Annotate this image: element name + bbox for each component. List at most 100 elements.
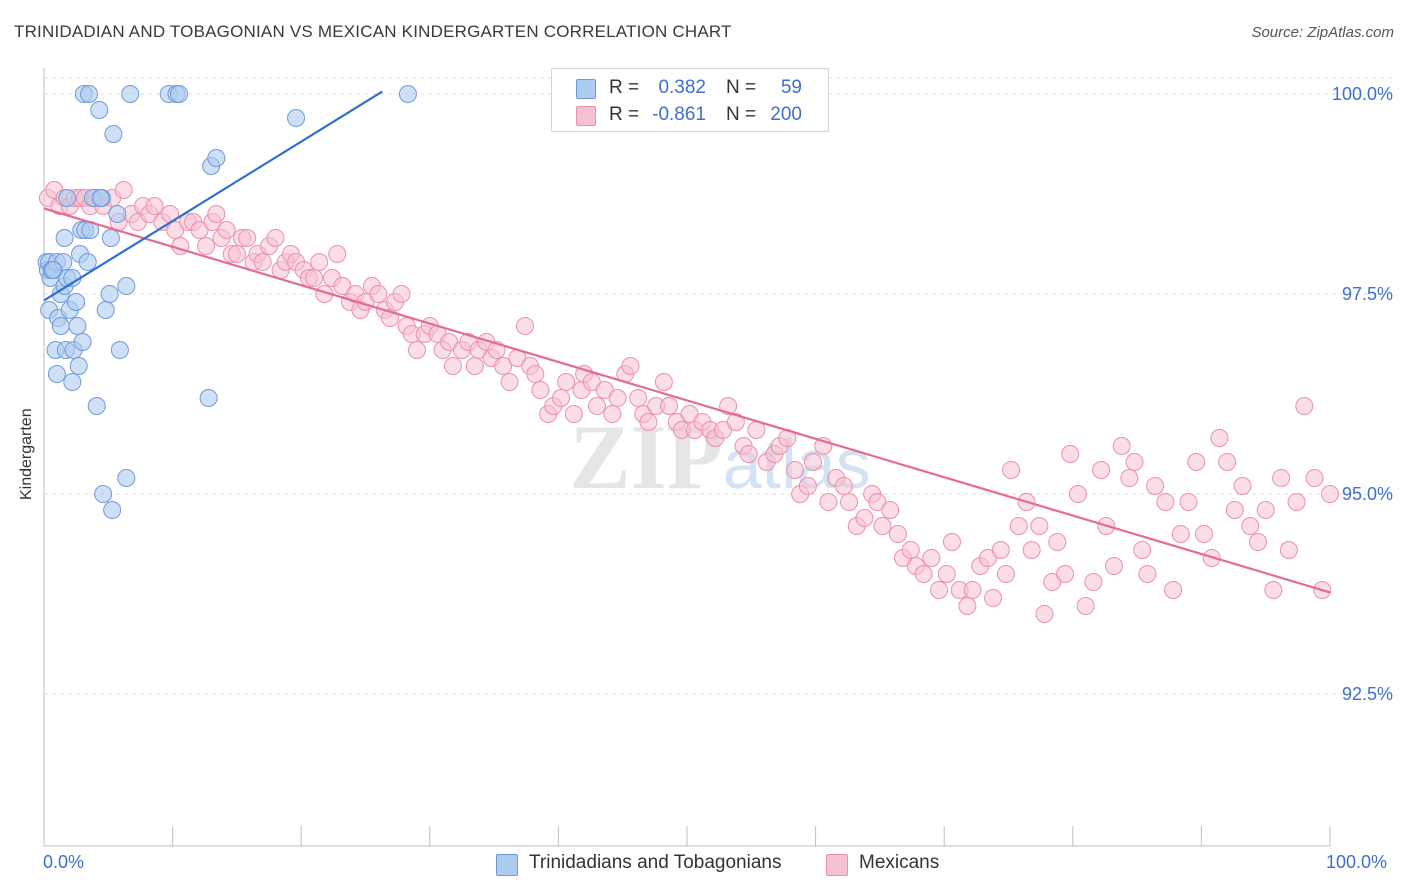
mexicans-point — [629, 389, 648, 407]
mexicans-point — [305, 269, 324, 287]
mexicans-point — [978, 549, 997, 567]
mexicans-point — [1125, 453, 1144, 471]
mexicans-point — [1241, 517, 1260, 535]
mexicans-point — [1068, 485, 1087, 503]
mexicans-point — [551, 389, 570, 407]
mexicans-point — [1056, 565, 1075, 583]
legend-n-label: N = — [726, 104, 757, 125]
trinidadians-point — [287, 109, 306, 127]
trinidadians-point — [170, 85, 189, 103]
mexicans-point — [984, 589, 1003, 607]
mexicans-point — [942, 533, 961, 551]
y-tick-label: 92.5% — [1342, 684, 1393, 704]
mexicans-point — [190, 221, 209, 239]
trinidadians-point — [44, 261, 63, 279]
x-tick-label-max: 100.0% — [1326, 852, 1388, 872]
trinidadians-trend-line — [43, 90, 383, 302]
mexicans-point — [1179, 493, 1198, 511]
legend-n-label: N = — [726, 77, 757, 98]
mexicans-point — [333, 277, 352, 295]
mexicans-point — [582, 373, 601, 391]
trinidadians-point — [117, 277, 136, 295]
legend-swatch-blue — [576, 79, 596, 99]
mexicans-point — [531, 381, 550, 399]
trinidadians-point — [51, 317, 70, 335]
y-tick-label: 100.0% — [1332, 84, 1393, 104]
mexicans-point — [1009, 517, 1028, 535]
trinidadians-point — [58, 189, 77, 207]
mexicans-point — [515, 317, 534, 335]
legend-swatch-pink — [576, 106, 596, 126]
legend-r-value: -0.861 — [652, 104, 706, 125]
mexicans-point — [819, 493, 838, 511]
legend-row-mexicans: R = -0.861 N = 200 — [552, 102, 828, 128]
trinidadians-point — [121, 85, 140, 103]
mexicans-point — [963, 581, 982, 599]
series-swatch-blue — [496, 854, 518, 876]
mexicans-point — [621, 357, 640, 375]
mexicans-point — [1264, 581, 1283, 599]
series-label: Trinidadians and Tobagonians — [529, 852, 782, 873]
mexicans-point — [369, 285, 388, 303]
trinidadians-point — [398, 85, 417, 103]
mexicans-point — [834, 477, 853, 495]
mexicans-point — [1092, 461, 1111, 479]
mexicans-point — [719, 397, 738, 415]
mexicans-point — [328, 245, 347, 263]
trinidadians-point — [94, 485, 113, 503]
x-tick-label-min: 0.0% — [43, 852, 85, 872]
source-label: Source: ZipAtlas.com — [1251, 24, 1394, 41]
mexicans-point — [798, 477, 817, 495]
y-tick-label: 97.5% — [1342, 284, 1393, 304]
mexicans-point — [1194, 525, 1213, 543]
mexicans-point — [1295, 397, 1314, 415]
mexicans-point — [145, 197, 164, 215]
mexicans-point — [443, 357, 462, 375]
mexicans-point — [1321, 485, 1339, 503]
legend-n-value: 200 — [770, 104, 802, 125]
trinidadians-point — [96, 301, 115, 319]
mexicans-point — [166, 221, 185, 239]
mexicans-point — [1112, 437, 1131, 455]
mexicans-point — [494, 357, 513, 375]
mexicans-point — [557, 373, 576, 391]
mexicans-point — [227, 245, 246, 263]
mexicans-point — [1084, 573, 1103, 591]
mexicans-point — [407, 341, 426, 359]
trinidadians-point — [207, 149, 226, 167]
mexicans-point — [659, 397, 678, 415]
mexicans-point — [310, 253, 329, 271]
mexicans-point — [564, 405, 583, 423]
trinidadians-point — [110, 341, 129, 359]
mexicans-point — [197, 237, 216, 255]
mexicans-point — [1233, 477, 1252, 495]
mexicans-point — [901, 541, 920, 559]
trinidadians-point — [108, 205, 127, 223]
mexicans-point — [868, 493, 887, 511]
mexicans-point — [465, 357, 484, 375]
chart-title: TRINIDADIAN AND TOBAGONIAN VS MEXICAN KI… — [14, 22, 732, 41]
y-tick-label: 95.0% — [1342, 484, 1393, 504]
mexicans-point — [500, 373, 519, 391]
mexicans-point — [114, 181, 133, 199]
legend-r-label: R = — [609, 104, 640, 125]
trinidadians-point — [67, 293, 86, 311]
mexicans-point — [217, 221, 236, 239]
mexicans-point — [804, 453, 823, 471]
mexicans-point — [392, 285, 411, 303]
legend-r-value: 0.382 — [658, 77, 706, 98]
mexicans-point — [1171, 525, 1190, 543]
legend-r-label: R = — [609, 77, 640, 98]
mexicans-point — [930, 581, 949, 599]
mexicans-trend-line — [43, 207, 1331, 594]
mexicans-point — [922, 549, 941, 567]
mexicans-point — [958, 597, 977, 615]
mexicans-point — [207, 205, 226, 223]
mexicans-point — [1164, 581, 1183, 599]
mexicans-point — [639, 413, 658, 431]
trinidadians-point — [90, 101, 109, 119]
mexicans-point — [608, 389, 627, 407]
mexicans-point — [726, 413, 745, 431]
mexicans-point — [881, 501, 900, 519]
mexicans-point — [855, 509, 874, 527]
